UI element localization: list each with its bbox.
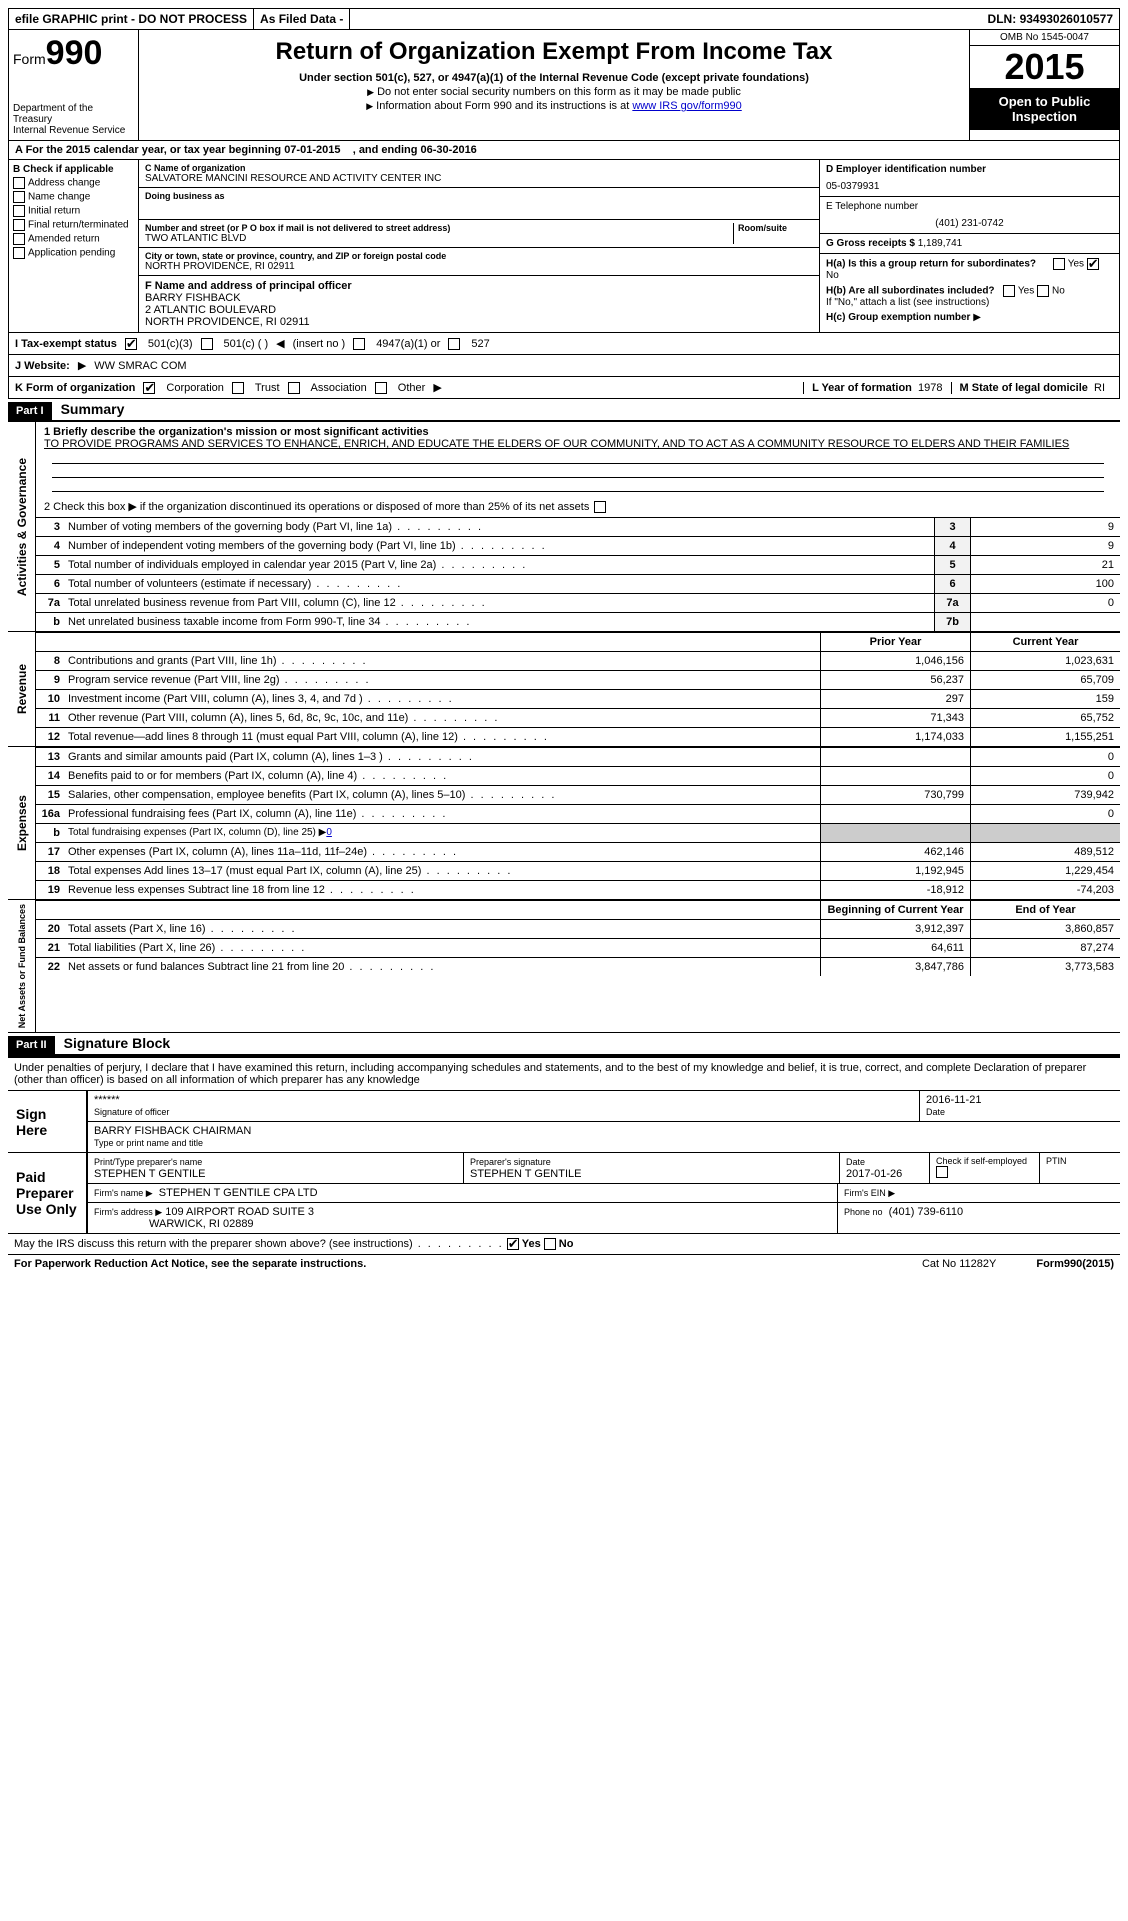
mission: 1 Briefly describe the organization's mi…: [36, 422, 1120, 496]
efile-label: efile GRAPHIC print - DO NOT PROCESS: [9, 9, 254, 29]
asfiled-label: As Filed Data -: [254, 9, 350, 29]
governance-grid: Activities & Governance 1 Briefly descri…: [8, 422, 1120, 632]
col-b-checkboxes: B Check if applicable Address change Nam…: [9, 160, 139, 332]
part-ii-bar: Part II Signature Block: [8, 1035, 1120, 1056]
header-mid: Return of Organization Exempt From Incom…: [139, 30, 969, 140]
chk-pending[interactable]: [13, 247, 25, 259]
chk-final[interactable]: [13, 219, 25, 231]
row-i: I Tax-exempt status 501(c)(3) 501(c) ( )…: [9, 332, 1119, 354]
irs-link[interactable]: www IRS gov/form990: [632, 100, 741, 112]
netassets-grid: Net Assets or Fund Balances Beginning of…: [8, 900, 1120, 1033]
top-bar: efile GRAPHIC print - DO NOT PROCESS As …: [8, 8, 1120, 30]
expense-grid: Expenses 13Grants and similar amounts pa…: [8, 747, 1120, 900]
footer: For Paperwork Reduction Act Notice, see …: [8, 1254, 1120, 1273]
header-left: Form990 Department of the Treasury Inter…: [9, 30, 139, 140]
form-title: Return of Organization Exempt From Incom…: [149, 38, 959, 66]
row-j: J Website: ▶ WW SMRAC COM: [9, 354, 1119, 376]
chk-amended[interactable]: [13, 233, 25, 245]
col-c: C Name of organizationSALVATORE MANCINI …: [139, 160, 819, 332]
chk-address[interactable]: [13, 177, 25, 189]
dln: DLN: 93493026010577: [982, 9, 1119, 29]
discuss-row: May the IRS discuss this return with the…: [8, 1233, 1120, 1254]
revenue-grid: Revenue Prior YearCurrent Year 8Contribu…: [8, 632, 1120, 747]
row-k: K Form of organization Corporation Trust…: [9, 376, 1119, 398]
part-i-bar: Part I Summary: [8, 401, 1120, 422]
entity-section: A For the 2015 calendar year, or tax yea…: [8, 141, 1120, 399]
row-a: A For the 2015 calendar year, or tax yea…: [9, 141, 1119, 160]
signature-block: Under penalties of perjury, I declare th…: [8, 1056, 1120, 1254]
header-right: OMB No 1545-0047 2015 Open to Public Ins…: [969, 30, 1119, 140]
chk-initial[interactable]: [13, 205, 25, 217]
col-d: D Employer identification number05-03799…: [819, 160, 1119, 332]
chk-name[interactable]: [13, 191, 25, 203]
form-header: Form990 Department of the Treasury Inter…: [8, 30, 1120, 141]
